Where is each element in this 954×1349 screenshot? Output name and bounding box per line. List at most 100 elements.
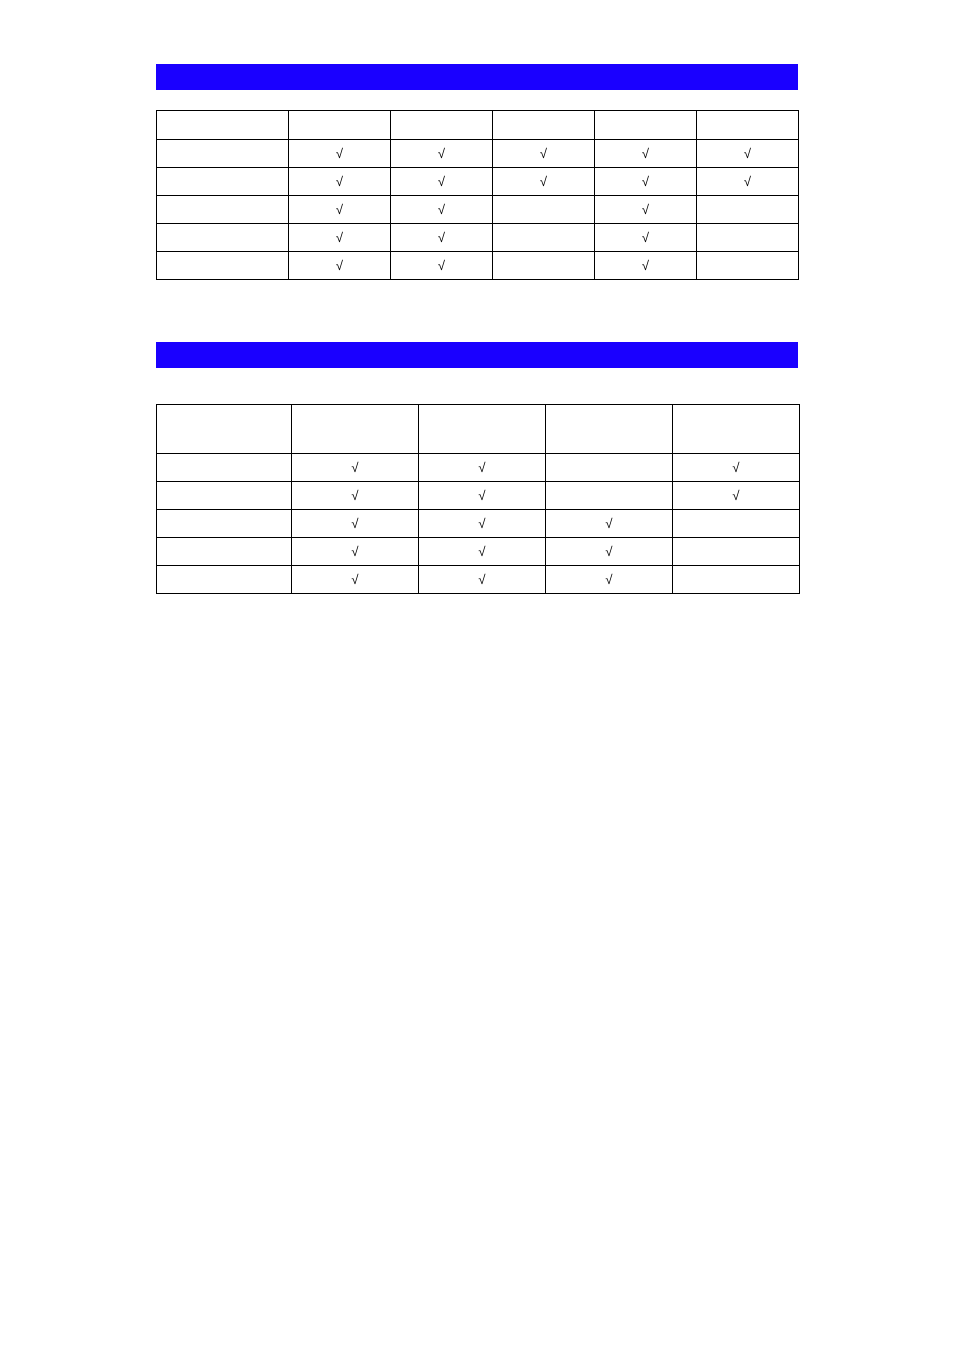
check-icon: √ xyxy=(336,258,343,273)
row-label xyxy=(157,224,289,252)
spacer xyxy=(156,368,798,404)
row-label xyxy=(157,538,292,566)
matrix-cell xyxy=(493,196,595,224)
matrix-cell: √ xyxy=(419,566,546,594)
matrix-cell: √ xyxy=(546,510,673,538)
row-label xyxy=(157,140,289,168)
matrix-cell: √ xyxy=(391,196,493,224)
check-icon: √ xyxy=(351,544,358,559)
column-header xyxy=(157,405,292,454)
row-label xyxy=(157,168,289,196)
matrix-cell: √ xyxy=(289,196,391,224)
table-row: √√√√√ xyxy=(157,168,799,196)
matrix-cell: √ xyxy=(595,196,697,224)
row-label xyxy=(157,196,289,224)
column-header xyxy=(289,111,391,140)
matrix-cell xyxy=(697,252,799,280)
matrix-cell xyxy=(546,454,673,482)
check-icon: √ xyxy=(540,174,547,189)
column-header xyxy=(292,405,419,454)
matrix-cell: √ xyxy=(419,538,546,566)
matrix-cell: √ xyxy=(697,168,799,196)
table-row: √ √ √ xyxy=(157,482,800,510)
matrix-cell: √ xyxy=(493,140,595,168)
matrix-cell: √ xyxy=(595,224,697,252)
check-icon: √ xyxy=(642,202,649,217)
check-icon: √ xyxy=(438,202,445,217)
table-row: √ √ √ xyxy=(157,510,800,538)
section-1-header-bar xyxy=(156,64,798,90)
check-icon: √ xyxy=(438,258,445,273)
matrix-cell: √ xyxy=(289,140,391,168)
check-icon: √ xyxy=(336,230,343,245)
check-icon: √ xyxy=(438,174,445,189)
matrix-cell: √ xyxy=(289,224,391,252)
check-icon: √ xyxy=(351,572,358,587)
check-icon: √ xyxy=(605,572,612,587)
matrix-cell: √ xyxy=(546,538,673,566)
spacer xyxy=(156,90,798,110)
check-icon: √ xyxy=(478,488,485,503)
matrix-cell: √ xyxy=(673,454,800,482)
column-header xyxy=(595,111,697,140)
matrix-cell: √ xyxy=(595,252,697,280)
check-icon: √ xyxy=(642,230,649,245)
row-label xyxy=(157,566,292,594)
matrix-cell: √ xyxy=(493,168,595,196)
column-header xyxy=(546,405,673,454)
column-header xyxy=(157,111,289,140)
check-icon: √ xyxy=(605,516,612,531)
section-2-table: √ √ √ √ √ √ √ √ √ √ √ √ √ √ √ xyxy=(156,404,800,594)
matrix-cell: √ xyxy=(595,140,697,168)
check-icon: √ xyxy=(351,488,358,503)
matrix-cell xyxy=(493,252,595,280)
check-icon: √ xyxy=(732,460,739,475)
table-row: √ √ √ xyxy=(157,454,800,482)
row-label xyxy=(157,252,289,280)
table-row: √ √ √ xyxy=(157,224,799,252)
column-header xyxy=(493,111,595,140)
check-icon: √ xyxy=(732,488,739,503)
check-icon: √ xyxy=(642,174,649,189)
matrix-cell: √ xyxy=(391,224,493,252)
matrix-cell: √ xyxy=(391,140,493,168)
matrix-cell: √ xyxy=(697,140,799,168)
column-header xyxy=(697,111,799,140)
check-icon: √ xyxy=(744,146,751,161)
table-row: √ √ √ √ √ xyxy=(157,140,799,168)
check-icon: √ xyxy=(605,544,612,559)
check-icon: √ xyxy=(336,202,343,217)
check-icon: √ xyxy=(438,230,445,245)
check-icon: √ xyxy=(478,544,485,559)
row-label xyxy=(157,454,292,482)
column-header xyxy=(419,405,546,454)
check-icon: √ xyxy=(478,460,485,475)
matrix-cell xyxy=(546,482,673,510)
matrix-cell: √ xyxy=(419,510,546,538)
check-icon: √ xyxy=(336,146,343,161)
matrix-cell xyxy=(697,224,799,252)
row-label xyxy=(157,482,292,510)
table-row: √ √ √ xyxy=(157,566,800,594)
column-header xyxy=(673,405,800,454)
matrix-cell: √ xyxy=(292,454,419,482)
section-2-header-bar xyxy=(156,342,798,368)
matrix-cell: √ xyxy=(391,252,493,280)
matrix-cell: √ xyxy=(292,538,419,566)
table-row: √ √ √ xyxy=(157,252,799,280)
check-icon: √ xyxy=(540,146,547,161)
check-icon: √ xyxy=(438,146,445,161)
section-1-table: √√√√√√√√√√√√√√√√√√√ xyxy=(156,110,799,280)
check-icon: √ xyxy=(351,460,358,475)
matrix-cell: √ xyxy=(673,482,800,510)
matrix-cell: √ xyxy=(292,566,419,594)
matrix-cell xyxy=(673,566,800,594)
check-icon: √ xyxy=(351,516,358,531)
check-icon: √ xyxy=(642,146,649,161)
matrix-cell: √ xyxy=(292,482,419,510)
column-header xyxy=(391,111,493,140)
check-icon: √ xyxy=(478,516,485,531)
table-row: √ √ √ xyxy=(157,538,800,566)
matrix-cell: √ xyxy=(595,168,697,196)
table-row: √ √ √ xyxy=(157,196,799,224)
